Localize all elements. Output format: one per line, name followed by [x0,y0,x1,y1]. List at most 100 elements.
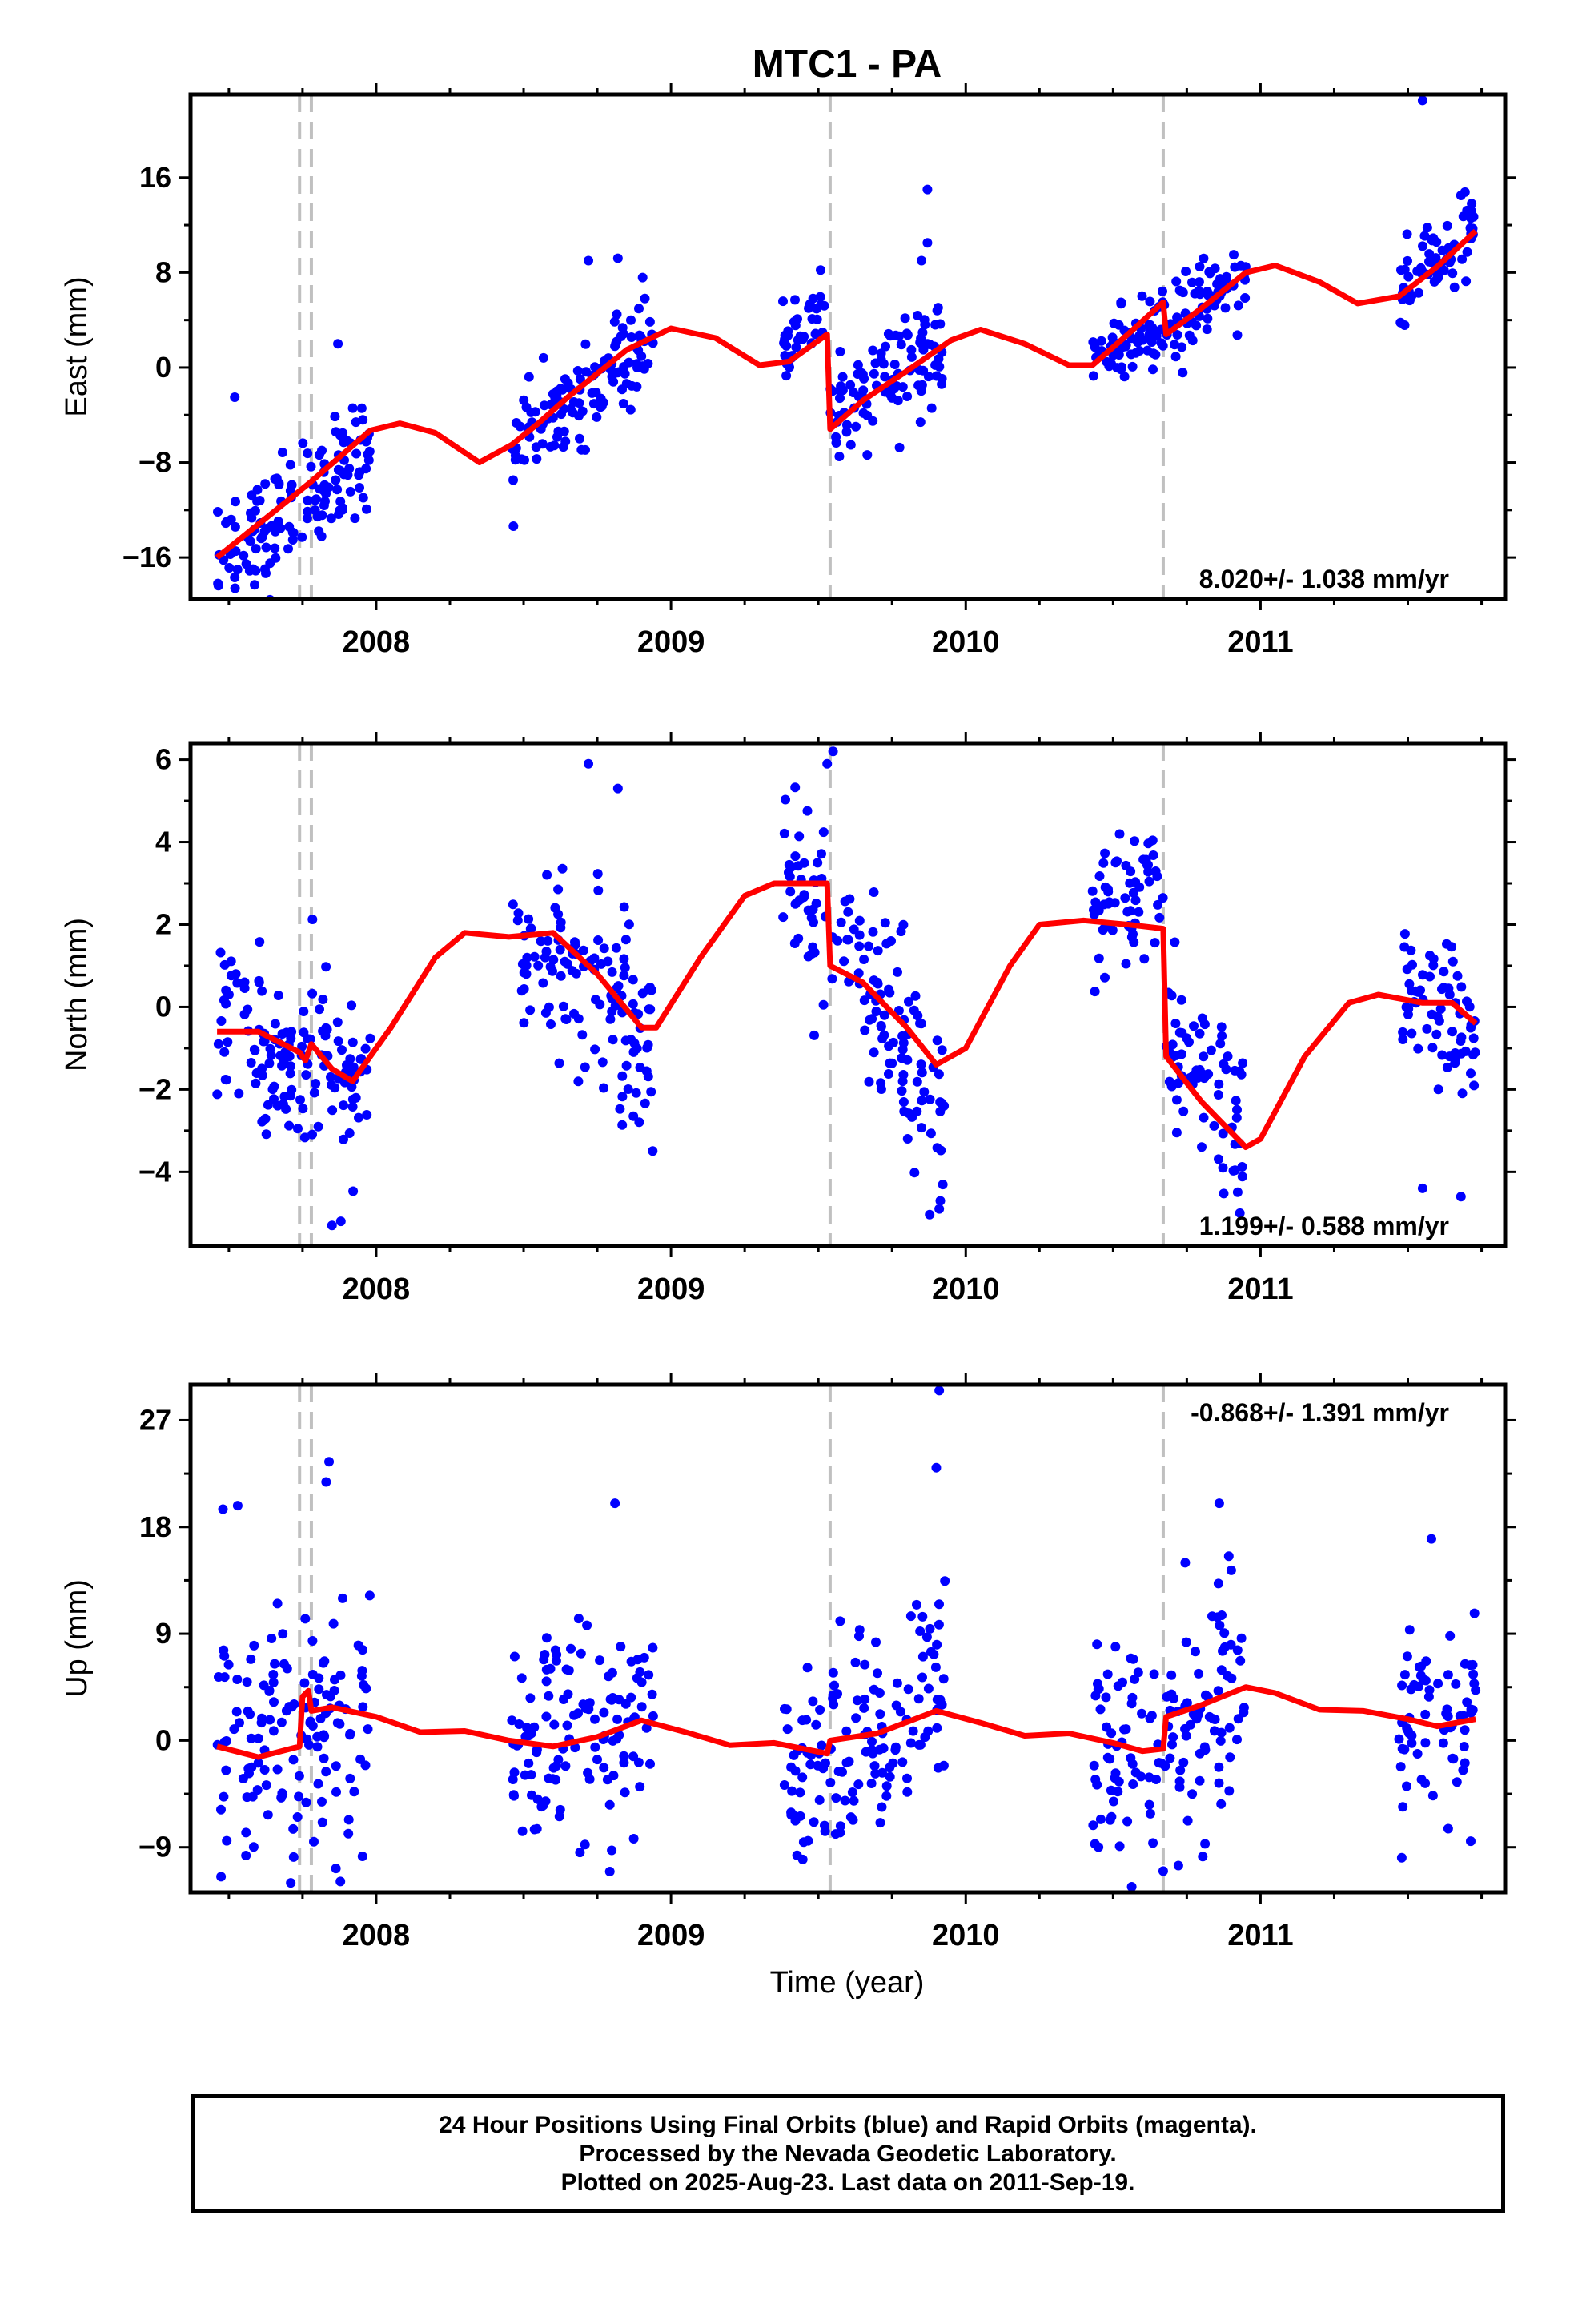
data-point [315,1004,324,1015]
data-point [1087,886,1098,896]
panel-up: 27 18 9 0 −9 Up (mm) 2008 2009 2010 2011 -0.868+/-… [60,1373,1516,1952]
data-point [1150,866,1161,876]
data-point [1468,1669,1479,1679]
data-point [1232,1735,1242,1745]
data-point [805,1759,816,1770]
data-point [1120,893,1130,903]
data-point [1456,1032,1467,1043]
data-point [1452,1777,1462,1787]
data-point [599,943,609,954]
data-point [1088,1820,1098,1831]
data-point [819,300,829,311]
data-point-outlier [321,1477,331,1487]
data-point [213,618,223,628]
data-point [612,1714,623,1724]
data-point [916,1059,926,1070]
data-point [1219,1059,1229,1069]
data-point [854,1625,865,1635]
data-point [596,959,606,969]
data-point [307,915,318,924]
data-point [562,1720,572,1731]
data-point [628,975,638,985]
panel-east: 16 8 0 −8 −16 East (mm) 2008 2009 2010 2011 8.020+… [60,83,1516,659]
data-point [845,380,856,390]
data-point [1144,329,1154,340]
data-point [880,918,890,928]
data-point [923,1683,934,1694]
data-point [561,1664,572,1675]
data-point [332,485,343,495]
data-point [1224,1786,1235,1796]
data-point [881,1781,892,1791]
data-point [1412,1749,1423,1759]
data-point [1203,313,1213,324]
data-point [242,1677,252,1687]
data-point [869,1047,879,1058]
data-point [577,1030,588,1040]
data-point [1394,1734,1404,1744]
data-point [1214,1079,1224,1089]
data-point [1107,925,1118,935]
data-point [307,1636,318,1646]
data-point [1448,1754,1459,1764]
data-point [861,1747,871,1757]
data-point [879,1030,889,1040]
data-point [1213,1578,1223,1589]
data-point [620,935,631,945]
data-point [1427,1043,1438,1053]
data-point [1129,937,1139,947]
data-point [213,507,223,517]
data-point [360,1043,371,1054]
data-point [793,933,804,943]
data-point [902,1773,912,1783]
data-point [358,1645,367,1655]
data-point [361,464,371,474]
data-point [619,954,629,964]
data-point [599,1083,608,1093]
data-point [860,1694,870,1704]
data-point [288,528,299,538]
x-axis-label: Time (year) [770,1966,925,2000]
data-point [288,1755,299,1765]
data-point [893,967,902,977]
data-point [592,412,602,422]
data-points [213,95,1479,628]
data-point [1158,286,1167,296]
data-point [782,1724,793,1735]
footer-line-2: Processed by the Nevada Geodetic Laborat… [579,2141,1117,2167]
data-point [867,1736,877,1747]
data-point [938,1674,949,1684]
data-point [1444,990,1455,1000]
data-point [563,378,573,388]
data-point [221,1736,231,1746]
data-point [895,1707,905,1717]
data-point [508,475,518,485]
data-point [246,1654,256,1664]
data-point [1468,1033,1479,1043]
data-point [835,1616,845,1626]
data-point [560,1014,571,1024]
data-point [1191,1647,1200,1657]
data-point [541,1633,552,1643]
data-point [350,513,360,524]
data-point [821,1758,830,1768]
data-point [880,372,890,382]
data-point [288,1823,299,1834]
data-point [790,899,801,909]
data-point [239,977,250,987]
data-point [917,1123,926,1133]
data-point [802,1663,813,1673]
data-point [252,485,263,495]
data-point [343,1828,354,1839]
data-point [360,1760,371,1771]
data-point [864,941,873,951]
data-point [906,344,917,355]
data-point-outlier [822,758,833,769]
data-point [517,1826,528,1836]
data-point [640,293,650,304]
data-point [797,1715,808,1726]
data-point [549,1719,560,1730]
data-point [335,497,346,507]
data-point [1420,1738,1431,1748]
data-point [221,985,231,995]
